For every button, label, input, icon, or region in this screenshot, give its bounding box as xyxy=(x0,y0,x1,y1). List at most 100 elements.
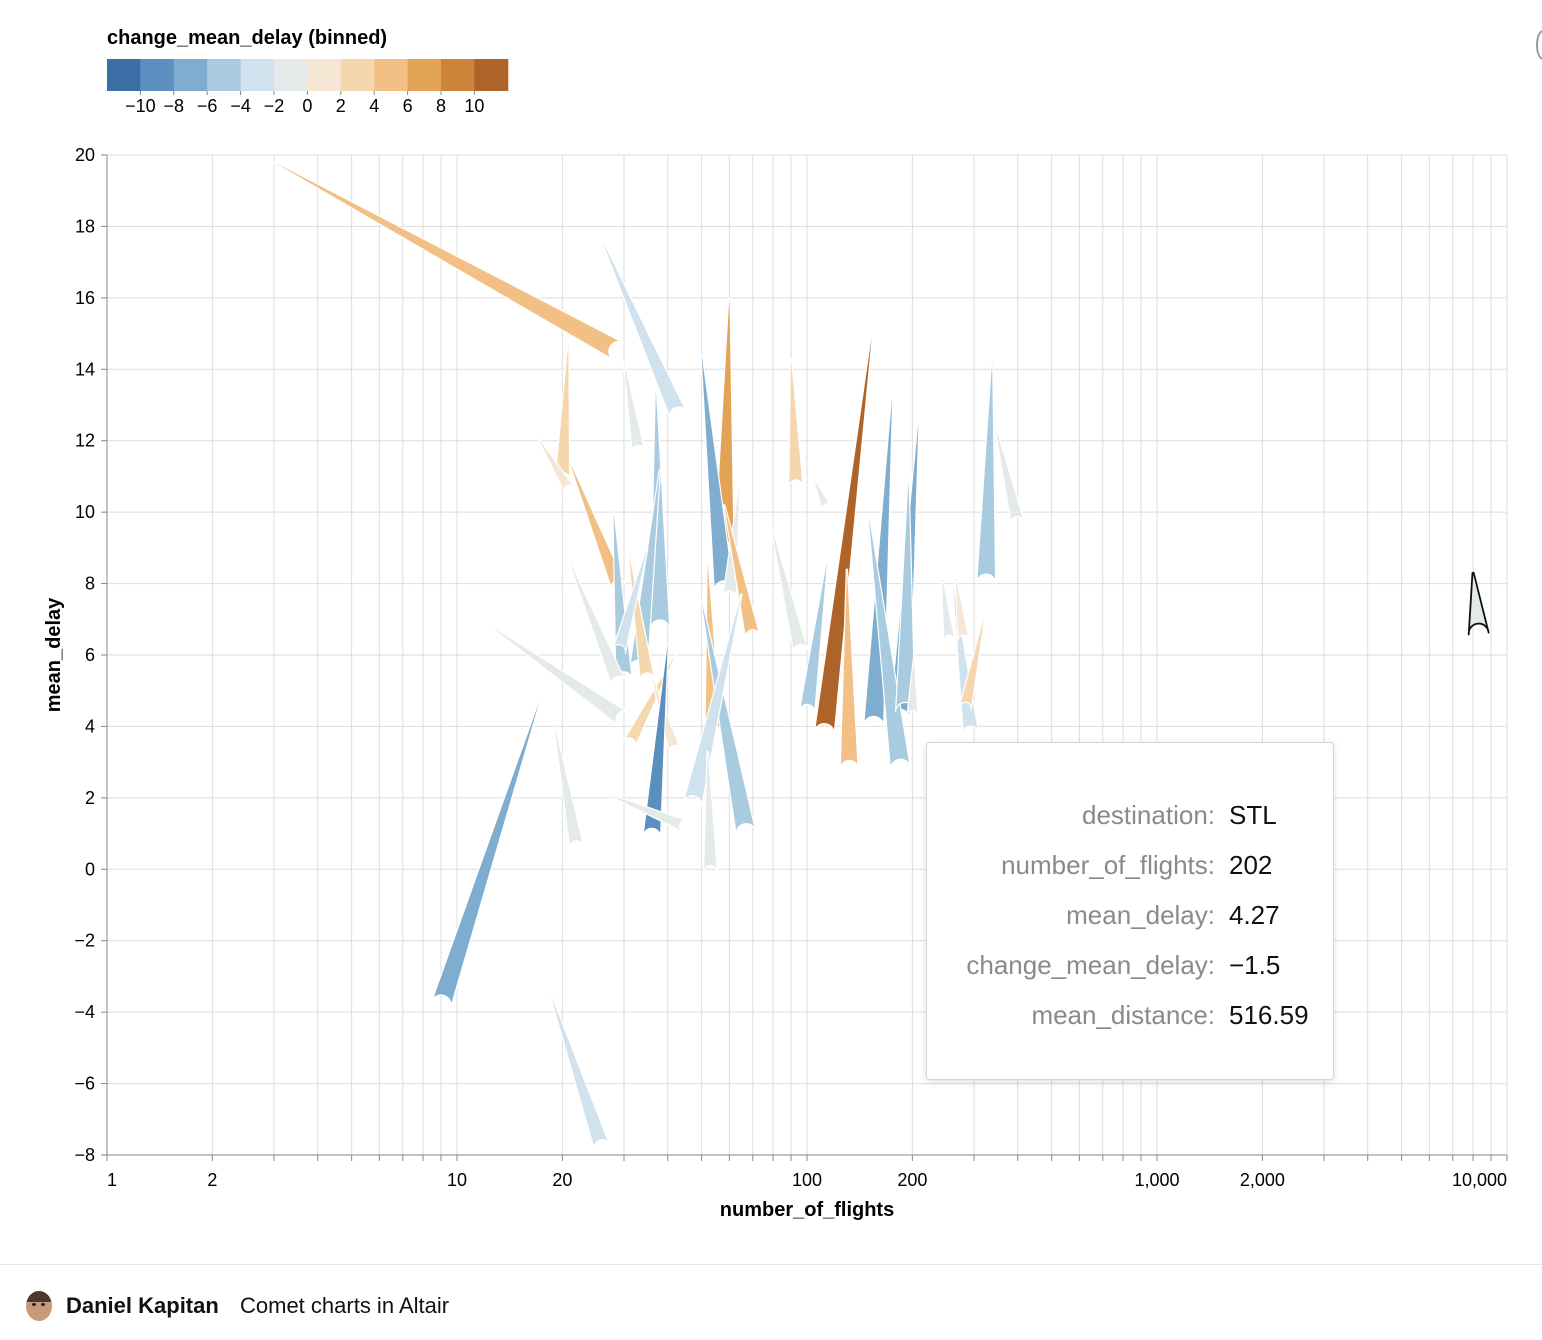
y-tick-label: 4 xyxy=(85,716,95,736)
y-tick-label: 20 xyxy=(75,145,95,165)
tooltip-key: number_of_flights: xyxy=(1001,850,1215,880)
comets xyxy=(273,161,1490,1152)
legend-swatch xyxy=(240,59,275,91)
comet-mark xyxy=(798,561,829,714)
comet-mark xyxy=(568,561,627,687)
x-tick-label: 2,000 xyxy=(1240,1170,1285,1190)
comet-mark xyxy=(1467,571,1490,636)
x-tick-label: 2 xyxy=(207,1170,217,1190)
tooltip-key: change_mean_delay: xyxy=(966,950,1215,980)
legend-label: 10 xyxy=(464,96,484,116)
tooltip-value: STL xyxy=(1229,800,1277,830)
legend-label: −10 xyxy=(125,96,156,116)
tooltip-row: mean_delay: 4.27 xyxy=(927,900,1333,930)
legend-swatch xyxy=(307,59,342,91)
legend-label: 0 xyxy=(302,96,312,116)
comet-mark xyxy=(894,479,916,713)
comet-mark xyxy=(769,525,809,654)
comet-mark xyxy=(994,425,1025,525)
tooltip-key: mean_delay: xyxy=(1066,900,1215,930)
y-tick-label: 12 xyxy=(75,431,95,451)
y-tick-label: 6 xyxy=(85,645,95,665)
comet-mark xyxy=(607,793,689,833)
comet-mark xyxy=(976,361,997,585)
y-tick-label: 18 xyxy=(75,216,95,236)
x-tick-label: 20 xyxy=(552,1170,572,1190)
tooltip-value: −1.5 xyxy=(1229,950,1281,980)
y-tick-label: 14 xyxy=(75,359,95,379)
legend-swatch xyxy=(407,59,442,91)
y-axis-title: mean_delay xyxy=(43,597,65,712)
legend-label: −6 xyxy=(197,96,218,116)
comet-mark xyxy=(940,575,956,642)
legend-label: −4 xyxy=(230,96,251,116)
x-tick-label: 10 xyxy=(447,1170,467,1190)
comet-mark xyxy=(788,357,804,489)
legend-swatch xyxy=(374,59,409,91)
comet-mark xyxy=(839,568,859,770)
comet-mark xyxy=(549,993,611,1152)
tooltip-row: mean_distance: 516.59 xyxy=(927,1000,1333,1030)
y-tick-label: 8 xyxy=(85,574,95,594)
legend-swatch xyxy=(474,59,509,91)
y-tick-label: 2 xyxy=(85,788,95,808)
y-tick-label: 0 xyxy=(85,859,95,879)
tooltip-row: destination: STL xyxy=(927,800,1333,830)
tooltip-row: change_mean_delay: −1.5 xyxy=(927,950,1333,980)
comet-mark xyxy=(536,436,576,495)
chart-title-link[interactable]: Comet charts in Altair xyxy=(240,1293,450,1318)
tooltip: destination: STL number_of_flights: 202 … xyxy=(926,742,1334,1080)
comet-mark xyxy=(813,479,832,512)
legend-label: 8 xyxy=(436,96,446,116)
tooltip-value: 202 xyxy=(1229,850,1273,880)
legend-label: 2 xyxy=(336,96,346,116)
legend-swatch xyxy=(441,59,475,91)
legend-swatch xyxy=(173,59,208,91)
x-tick-label: 1 xyxy=(107,1170,117,1190)
comet-mark xyxy=(430,700,541,1009)
comet-mark xyxy=(553,725,585,850)
legend-label: −8 xyxy=(164,96,185,116)
comet-mark xyxy=(723,504,761,640)
comet-mark xyxy=(906,657,919,717)
y-tick-label: 10 xyxy=(75,502,95,522)
x-tick-label: 10,000 xyxy=(1452,1170,1507,1190)
y-tick-label: −6 xyxy=(74,1074,95,1094)
tooltip-key: mean_distance: xyxy=(1031,1000,1215,1030)
author-name[interactable]: Daniel Kapitan xyxy=(66,1293,219,1318)
y-tick-label: −2 xyxy=(74,931,95,951)
legend-swatch xyxy=(340,59,375,91)
comet-mark xyxy=(273,161,625,361)
tooltip-value: 516.59 xyxy=(1229,1000,1309,1030)
comet-mark xyxy=(867,515,912,772)
grid-lines xyxy=(106,154,1508,1161)
tooltip-key: destination: xyxy=(1082,800,1215,830)
y-tick-label: −4 xyxy=(74,1002,95,1022)
footer: Daniel Kapitan Comet charts in Altair xyxy=(0,1264,1542,1340)
x-tick-label: 100 xyxy=(792,1170,822,1190)
avatar[interactable] xyxy=(26,1291,52,1321)
comet-mark xyxy=(682,593,743,808)
comet-mark xyxy=(958,618,985,711)
legend-label: 6 xyxy=(403,96,413,116)
legend-title: change_mean_delay (binned) xyxy=(107,27,387,49)
x-axis-title: number_of_flights xyxy=(720,1199,894,1221)
comet-mark xyxy=(642,643,669,839)
comet-mark xyxy=(813,336,873,736)
tooltip-row: number_of_flights: 202 xyxy=(927,850,1333,880)
legend-label: 4 xyxy=(369,96,379,116)
legend-swatch xyxy=(140,59,175,91)
tooltip-value: 4.27 xyxy=(1229,900,1280,930)
y-tick-label: 16 xyxy=(75,288,95,308)
comet-chart: 1 2 10 20 100 200 1,000 2,000 10,000−8−6−4−20246… xyxy=(43,27,1508,1221)
comet-mark xyxy=(700,600,757,837)
comet-mark xyxy=(622,361,646,454)
comet-mark xyxy=(489,625,630,727)
x-tick-label: 1,000 xyxy=(1134,1170,1179,1190)
comet-mark xyxy=(702,750,719,874)
legend-swatch xyxy=(207,59,242,91)
legend-swatch xyxy=(274,59,308,91)
comet-mark xyxy=(601,239,688,420)
x-tick-label: 200 xyxy=(897,1170,927,1190)
